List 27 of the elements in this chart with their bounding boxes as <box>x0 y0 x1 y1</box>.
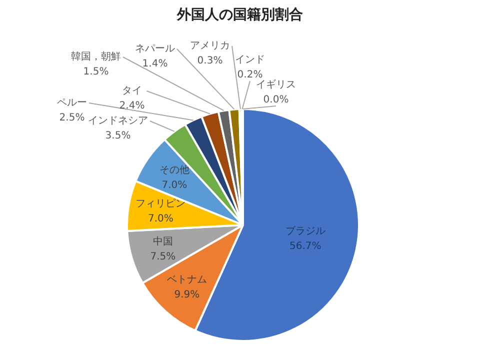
slice-label: インドネシア <box>88 116 148 127</box>
data-label: 2.5% <box>59 112 85 124</box>
chart-title: 外国人の国籍別割合 <box>176 6 304 24</box>
data-label: 56.7% <box>289 241 322 252</box>
data-label: 1.4% <box>142 58 168 70</box>
category-label: イギリス <box>256 80 296 91</box>
data-label: 7.5% <box>150 251 176 262</box>
data-label: 9.9% <box>174 290 200 301</box>
slice-label: その他 <box>159 164 190 176</box>
slice-label: 中国 <box>152 235 173 248</box>
text: 0.0% <box>263 94 289 106</box>
slice-label: タイ <box>122 86 142 97</box>
slice-label: アメリカ <box>190 40 230 52</box>
slice-label: 韓国，朝鮮 <box>71 50 121 63</box>
data-label: 7.0% <box>148 214 174 225</box>
slice-label: インド <box>235 54 265 66</box>
slice-label: ブラジル <box>285 225 326 238</box>
data-label: 3.5% <box>105 130 131 142</box>
data-label: 7.0% <box>162 180 188 191</box>
slice-label: ベトナム <box>166 274 207 286</box>
data-label: 0.2% <box>237 70 263 81</box>
slice-label: ペルー <box>57 98 87 109</box>
data-label: 1.5% <box>83 66 109 78</box>
slice-label: フィリピン <box>136 198 186 210</box>
data-label: 0.3% <box>197 56 223 67</box>
slice-label: ネパール <box>135 44 175 55</box>
data-label: 2.4% <box>119 100 145 112</box>
